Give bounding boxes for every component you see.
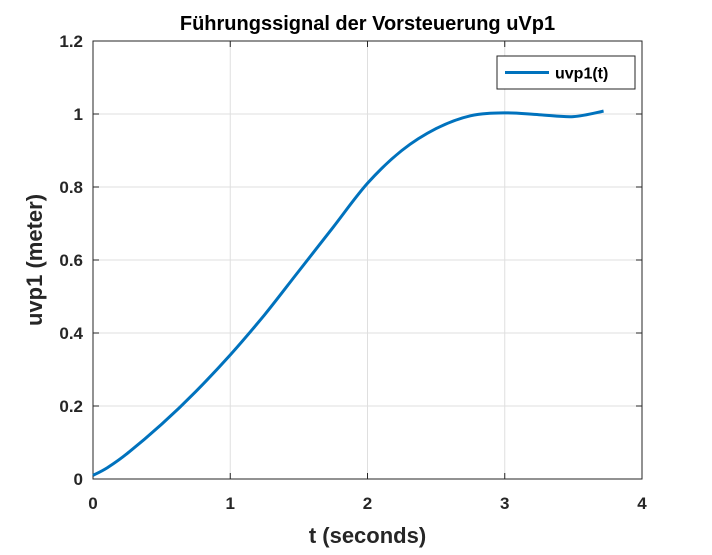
y-tick-label: 0.2 [59, 397, 83, 416]
series-line-uvp1 [92, 109, 604, 477]
x-tick-label: 0 [88, 494, 97, 513]
y-tick-label: 0.8 [59, 178, 83, 197]
x-tick-label: 2 [363, 494, 372, 513]
y-tick-label: 0.4 [59, 324, 83, 343]
x-tick-label: 4 [637, 494, 647, 513]
axis-ticks: 0 1 2 3 4 0 0.2 0.4 0.6 0.8 1 1.2 [59, 32, 647, 513]
y-tick-label: 1 [74, 105, 83, 124]
x-tick-label: 1 [226, 494, 235, 513]
y-tick-label: 1.2 [59, 32, 83, 51]
series-layer [92, 109, 604, 477]
legend-label: uvp1(t) [555, 66, 608, 83]
y-axis-label: uvp1 (meter) [22, 194, 47, 326]
y-tick-label: 0 [74, 470, 83, 489]
chart-title: Führungssignal der Vorsteuerung uVp1 [180, 13, 555, 35]
x-tick-label: 3 [500, 494, 509, 513]
legend: uvp1(t) [496, 55, 636, 90]
y-tick-label: 0.6 [59, 251, 83, 270]
x-axis-label: t (seconds) [309, 523, 426, 548]
